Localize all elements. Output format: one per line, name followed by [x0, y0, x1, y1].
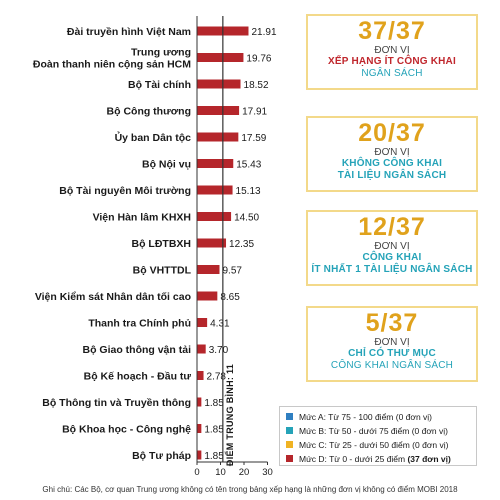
category-label: Bộ Tài chính — [128, 79, 191, 91]
category-label: Bộ Thông tin và Truyền thông — [42, 397, 191, 409]
stat-fraction: 12/37 — [358, 213, 426, 241]
legend-item: Mức C: Từ 25 - dưới 50 điểm (0 đơn vị) — [286, 438, 476, 451]
stat-line1: XẾP HẠNG ÍT CÔNG KHAI — [328, 56, 456, 67]
stat-fraction: 5/37 — [365, 309, 419, 337]
value-label: 1.85 — [204, 398, 224, 409]
value-label: 9.57 — [222, 266, 242, 277]
value-label: 19.76 — [246, 54, 271, 65]
bar — [197, 371, 204, 380]
average-line-label: ĐIỂM TRUNG BÌNH: 11 — [224, 364, 235, 466]
category-label: Bộ LĐTBXH — [132, 238, 192, 250]
bar — [197, 424, 202, 433]
stat-line2: CÔNG KHAI NGÂN SÁCH — [330, 360, 454, 371]
legend-label: Mức B: Từ 50 - dưới 75 điểm (0 đơn vị) — [299, 425, 448, 436]
stat-line1: KHÔNG CÔNG KHAI — [341, 158, 443, 169]
bar — [197, 265, 220, 274]
value-label: 3.70 — [209, 345, 229, 356]
value-label: 4.31 — [210, 319, 230, 330]
stat-line2: ÍT NHẤT 1 TÀI LIỆU NGÂN SÁCH — [311, 264, 473, 275]
footnote: Ghi chú: Các Bộ, cơ quan Trung ương khôn… — [42, 485, 458, 494]
category-label: Bộ Tư pháp — [132, 450, 191, 462]
value-label: 8.65 — [220, 292, 240, 303]
value-label: 17.59 — [241, 133, 266, 144]
value-label: 1.85 — [204, 425, 224, 436]
stat-box-1: 37/37 ĐƠN VỊ XẾP HẠNG ÍT CÔNG KHAI NGÂN … — [306, 14, 478, 90]
category-label: Thanh tra Chính phủ — [88, 318, 191, 330]
category-label: Bộ Nội vụ — [142, 159, 191, 171]
bar — [197, 132, 239, 142]
value-label: 2.78 — [207, 372, 227, 383]
stat-line1: CÔNG KHAI — [362, 252, 422, 263]
legend: Mức A: Từ 75 - 100 điểm (0 đơn vị) Mức B… — [279, 406, 477, 466]
legend-label: Mức D: Từ 0 - dưới 25 điểm (37 đơn vị) — [299, 453, 451, 464]
value-label: 17.91 — [242, 107, 267, 118]
value-label: 15.13 — [236, 186, 261, 197]
legend-item: Mức D: Từ 0 - dưới 25 điểm (37 đơn vị) — [286, 452, 476, 465]
legend-swatch — [286, 427, 293, 434]
stat-fraction: 37/37 — [358, 17, 426, 45]
x-tick-label: 30 — [262, 467, 273, 478]
bar — [197, 212, 232, 221]
x-tick-label: 10 — [215, 467, 226, 478]
category-label: Ủy ban Dân tộc — [115, 131, 192, 144]
legend-label: Mức A: Từ 75 - 100 điểm (0 đơn vị) — [299, 411, 433, 422]
bar — [197, 291, 218, 301]
category-label: Đài truyền hình Việt Nam — [67, 26, 191, 38]
value-label: 1.85 — [204, 451, 224, 462]
stat-unit: ĐƠN VỊ — [374, 45, 410, 56]
category-label: Viện Hàn lâm KHXH — [93, 212, 191, 224]
stat-box-3: 12/37 ĐƠN VỊ CÔNG KHAI ÍT NHẤT 1 TÀI LIỆ… — [306, 210, 478, 286]
bar — [197, 397, 202, 407]
bar — [197, 106, 240, 115]
legend-swatch — [286, 441, 293, 448]
stat-line2: TÀI LIỆU NGÂN SÁCH — [337, 170, 447, 181]
legend-swatch — [286, 455, 293, 462]
legend-item: Mức B: Từ 50 - dưới 75 điểm (0 đơn vị) — [286, 424, 476, 437]
category-label: Bộ VHTTDL — [133, 265, 192, 277]
stat-box-2: 20/37 ĐƠN VỊ KHÔNG CÔNG KHAI TÀI LIỆU NG… — [306, 116, 478, 192]
category-label: Bộ Giao thông vận tải — [82, 344, 191, 356]
stat-unit: ĐƠN VỊ — [374, 337, 410, 348]
bar — [197, 450, 202, 460]
category-label: Bộ Kế hoạch - Đầu tư — [84, 371, 192, 383]
value-label: 12.35 — [229, 239, 254, 250]
bar — [197, 53, 244, 62]
stat-unit: ĐƠN VỊ — [374, 147, 410, 158]
x-tick-label: 20 — [239, 467, 250, 478]
value-label: 21.91 — [251, 27, 276, 38]
x-tick-label: 0 — [194, 467, 199, 478]
category-label: Viện Kiểm sát Nhân dân tối cao — [35, 291, 191, 303]
bar — [197, 159, 234, 168]
category-label: Bộ Khoa học - Công nghệ — [62, 424, 191, 436]
value-label: 15.43 — [236, 160, 261, 171]
bar — [197, 185, 233, 195]
category-label: Bộ Tài nguyên Môi trường — [59, 185, 191, 197]
category-label: Bộ Công thương — [107, 106, 191, 118]
stat-box-4: 5/37 ĐƠN VỊ CHỈ CÓ THƯ MỤC CÔNG KHAI NGÂ… — [306, 306, 478, 382]
stat-line2: NGÂN SÁCH — [361, 68, 423, 79]
value-label: 14.50 — [234, 213, 259, 224]
bar — [197, 238, 227, 248]
stat-fraction: 20/37 — [358, 119, 426, 147]
stat-unit: ĐƠN VỊ — [374, 241, 410, 252]
legend-item: Mức A: Từ 75 - 100 điểm (0 đơn vị) — [286, 410, 476, 423]
legend-label: Mức C: Từ 25 - dưới 50 điểm (0 đơn vị) — [299, 439, 449, 450]
value-label: 18.52 — [244, 80, 269, 91]
bar — [197, 318, 208, 327]
bar — [197, 344, 206, 354]
category-label: Đoàn thanh niên cộng sản HCM — [33, 59, 191, 71]
legend-swatch — [286, 413, 293, 420]
category-label: Trung ương — [131, 47, 191, 59]
stat-line1: CHỈ CÓ THƯ MỤC — [348, 348, 436, 359]
bar — [197, 79, 241, 89]
